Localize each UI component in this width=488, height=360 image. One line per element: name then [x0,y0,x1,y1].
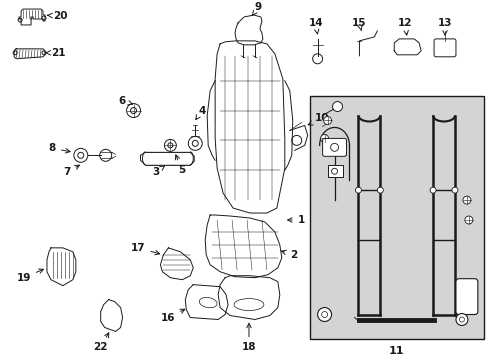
Circle shape [464,216,472,224]
Circle shape [332,102,342,112]
Text: 2: 2 [281,250,296,260]
Text: 4: 4 [196,105,205,120]
Text: 16: 16 [161,309,184,323]
Text: 18: 18 [241,323,256,352]
Circle shape [377,187,383,193]
Text: 22: 22 [93,333,108,352]
Text: 10: 10 [307,113,328,125]
Text: 5: 5 [175,155,185,175]
Circle shape [451,187,457,193]
Circle shape [429,187,435,193]
FancyBboxPatch shape [433,39,455,57]
Text: 15: 15 [351,18,366,31]
Text: 6: 6 [118,96,132,105]
Text: 17: 17 [131,243,160,255]
Text: 13: 13 [437,18,451,35]
Text: 19: 19 [17,269,43,283]
FancyBboxPatch shape [322,138,346,156]
Text: 11: 11 [387,346,403,356]
Circle shape [462,196,470,204]
Text: 21: 21 [45,48,65,58]
Text: 12: 12 [397,18,411,35]
Text: 1: 1 [287,215,305,225]
Text: 14: 14 [308,18,322,34]
Circle shape [455,314,467,325]
Bar [327,165,342,177]
Circle shape [323,117,331,125]
Text: 7: 7 [63,165,79,177]
Circle shape [317,307,331,321]
Text: 20: 20 [47,11,67,21]
Text: 9: 9 [252,2,262,15]
Text: 8: 8 [49,143,70,153]
Circle shape [355,187,361,193]
Text: 3: 3 [151,166,164,177]
FancyBboxPatch shape [455,279,477,315]
Bar [309,96,483,339]
Circle shape [320,134,328,142]
